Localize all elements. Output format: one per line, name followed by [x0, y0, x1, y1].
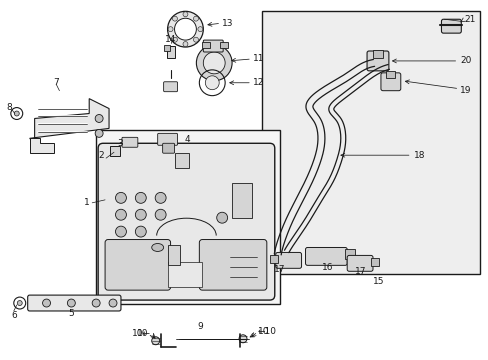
Circle shape [174, 18, 196, 40]
Circle shape [115, 192, 126, 203]
Circle shape [155, 192, 166, 203]
Circle shape [95, 114, 103, 122]
Text: 8: 8 [7, 103, 13, 112]
FancyBboxPatch shape [157, 133, 177, 145]
Bar [232, 183, 251, 218]
Text: 13: 13 [222, 19, 233, 28]
Bar [174, 153, 189, 168]
FancyBboxPatch shape [28, 295, 121, 311]
Text: ←10: ←10 [257, 327, 276, 336]
Bar [269, 255, 277, 264]
Circle shape [193, 37, 198, 42]
Bar [372, 50, 382, 58]
Circle shape [183, 41, 187, 46]
Circle shape [239, 335, 246, 343]
FancyBboxPatch shape [98, 143, 274, 300]
Bar [167, 246, 179, 265]
Text: 10: 10 [257, 327, 269, 336]
Circle shape [115, 209, 126, 220]
Text: 17: 17 [273, 265, 285, 274]
Text: 12: 12 [252, 78, 264, 87]
Circle shape [168, 27, 173, 32]
FancyBboxPatch shape [203, 40, 223, 52]
Text: 1: 1 [83, 198, 89, 207]
Bar [167, 262, 202, 287]
Circle shape [109, 299, 117, 307]
FancyBboxPatch shape [275, 252, 301, 268]
Circle shape [92, 299, 100, 307]
FancyBboxPatch shape [380, 73, 400, 91]
Bar [166, 46, 174, 58]
Text: 21: 21 [463, 15, 475, 24]
Text: 17: 17 [355, 267, 366, 276]
Text: 19: 19 [459, 86, 471, 95]
Circle shape [135, 226, 146, 237]
Bar [202, 42, 210, 48]
Text: 3: 3 [117, 139, 122, 148]
Circle shape [17, 301, 22, 306]
Circle shape [205, 76, 219, 90]
Text: 20: 20 [459, 57, 471, 66]
FancyBboxPatch shape [199, 239, 266, 290]
Circle shape [193, 16, 198, 21]
Circle shape [198, 27, 203, 32]
Bar [345, 249, 354, 260]
Bar [163, 45, 169, 51]
Circle shape [135, 192, 146, 203]
Text: 11: 11 [252, 54, 264, 63]
Circle shape [203, 52, 224, 74]
Text: 2: 2 [98, 151, 104, 160]
Circle shape [183, 12, 187, 17]
Circle shape [135, 209, 146, 220]
Circle shape [67, 299, 75, 307]
Bar [370, 258, 378, 266]
Circle shape [155, 209, 166, 220]
Text: 5: 5 [68, 310, 74, 319]
Text: 10: 10 [137, 329, 148, 338]
Circle shape [216, 212, 227, 223]
FancyBboxPatch shape [346, 255, 372, 271]
Text: 9: 9 [197, 322, 203, 331]
Bar [220, 42, 228, 48]
Circle shape [42, 299, 50, 307]
Bar [262, 11, 479, 274]
Circle shape [151, 337, 160, 345]
Bar [110, 146, 120, 156]
Polygon shape [30, 138, 54, 153]
Text: 18: 18 [413, 151, 424, 160]
Text: 15: 15 [372, 277, 384, 286]
Circle shape [167, 11, 203, 47]
Circle shape [196, 45, 232, 81]
FancyBboxPatch shape [305, 247, 346, 265]
FancyBboxPatch shape [105, 239, 170, 290]
Text: 6: 6 [11, 311, 17, 320]
Circle shape [172, 16, 177, 21]
Polygon shape [30, 99, 109, 143]
Text: 4: 4 [184, 135, 190, 144]
Bar [96, 130, 279, 304]
Text: 10←: 10← [131, 329, 150, 338]
Text: 16: 16 [321, 263, 332, 272]
Circle shape [115, 226, 126, 237]
Text: 7: 7 [54, 78, 59, 87]
Circle shape [14, 111, 19, 116]
Circle shape [172, 37, 177, 42]
Circle shape [95, 129, 103, 137]
FancyBboxPatch shape [163, 143, 174, 153]
Bar [385, 71, 394, 78]
FancyBboxPatch shape [366, 51, 388, 71]
Text: 14: 14 [164, 35, 176, 44]
FancyBboxPatch shape [163, 82, 177, 92]
Ellipse shape [151, 243, 163, 251]
FancyBboxPatch shape [441, 19, 460, 33]
FancyBboxPatch shape [122, 137, 138, 147]
